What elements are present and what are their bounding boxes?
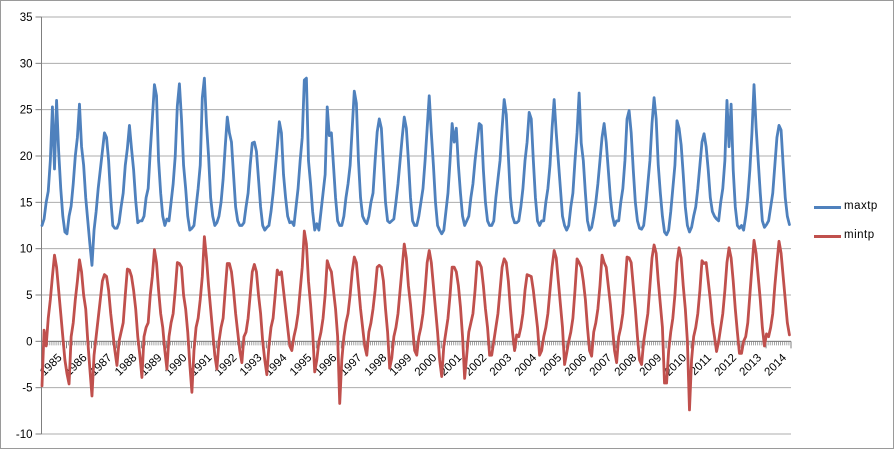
legend-label-mintp: mintp <box>844 229 875 242</box>
y-tick-label-10: 10 <box>20 244 33 256</box>
x-tick-label-2012: 2012 <box>713 352 740 379</box>
gridlines-group <box>41 16 791 435</box>
x-tick-label-2005: 2005 <box>538 352 565 379</box>
maxtp-line-swatch <box>814 205 841 209</box>
x-tick-label-2013: 2013 <box>738 352 765 379</box>
maxtp-line[interactable] <box>40 76 791 267</box>
y-tick-label--5: -5 <box>22 383 32 395</box>
x-axis-labels-group: 1985198619871988198919901991199219931994… <box>38 352 790 379</box>
y-tick-label-0: 0 <box>26 336 32 348</box>
x-tick-label-2014: 2014 <box>763 352 790 379</box>
y-tick-label-5: 5 <box>26 290 32 302</box>
mintp-line-swatch <box>814 234 841 238</box>
y-tick-label-15: 15 <box>20 197 33 209</box>
y-tick-label-35: 35 <box>20 12 33 24</box>
y-tick-label-20: 20 <box>20 151 33 163</box>
legend: maxtp mintp <box>814 197 878 246</box>
y-tick-label--10: -10 <box>16 429 33 441</box>
x-tick-label-2004: 2004 <box>513 352 540 379</box>
y-tick-label-25: 25 <box>20 105 33 117</box>
y-tick-label-30: 30 <box>20 58 33 70</box>
legend-entry-maxtp[interactable]: maxtp <box>814 197 878 217</box>
y-axis-labels-group: 35 30 25 20 15 10 5 0 -5 -10 <box>16 12 33 441</box>
legend-entry-mintp[interactable]: mintp <box>814 226 878 246</box>
legend-label-maxtp: maxtp <box>844 200 878 213</box>
series-group <box>40 76 791 412</box>
mintp-line[interactable] <box>40 229 791 412</box>
x-tick-label-1995: 1995 <box>288 352 315 379</box>
